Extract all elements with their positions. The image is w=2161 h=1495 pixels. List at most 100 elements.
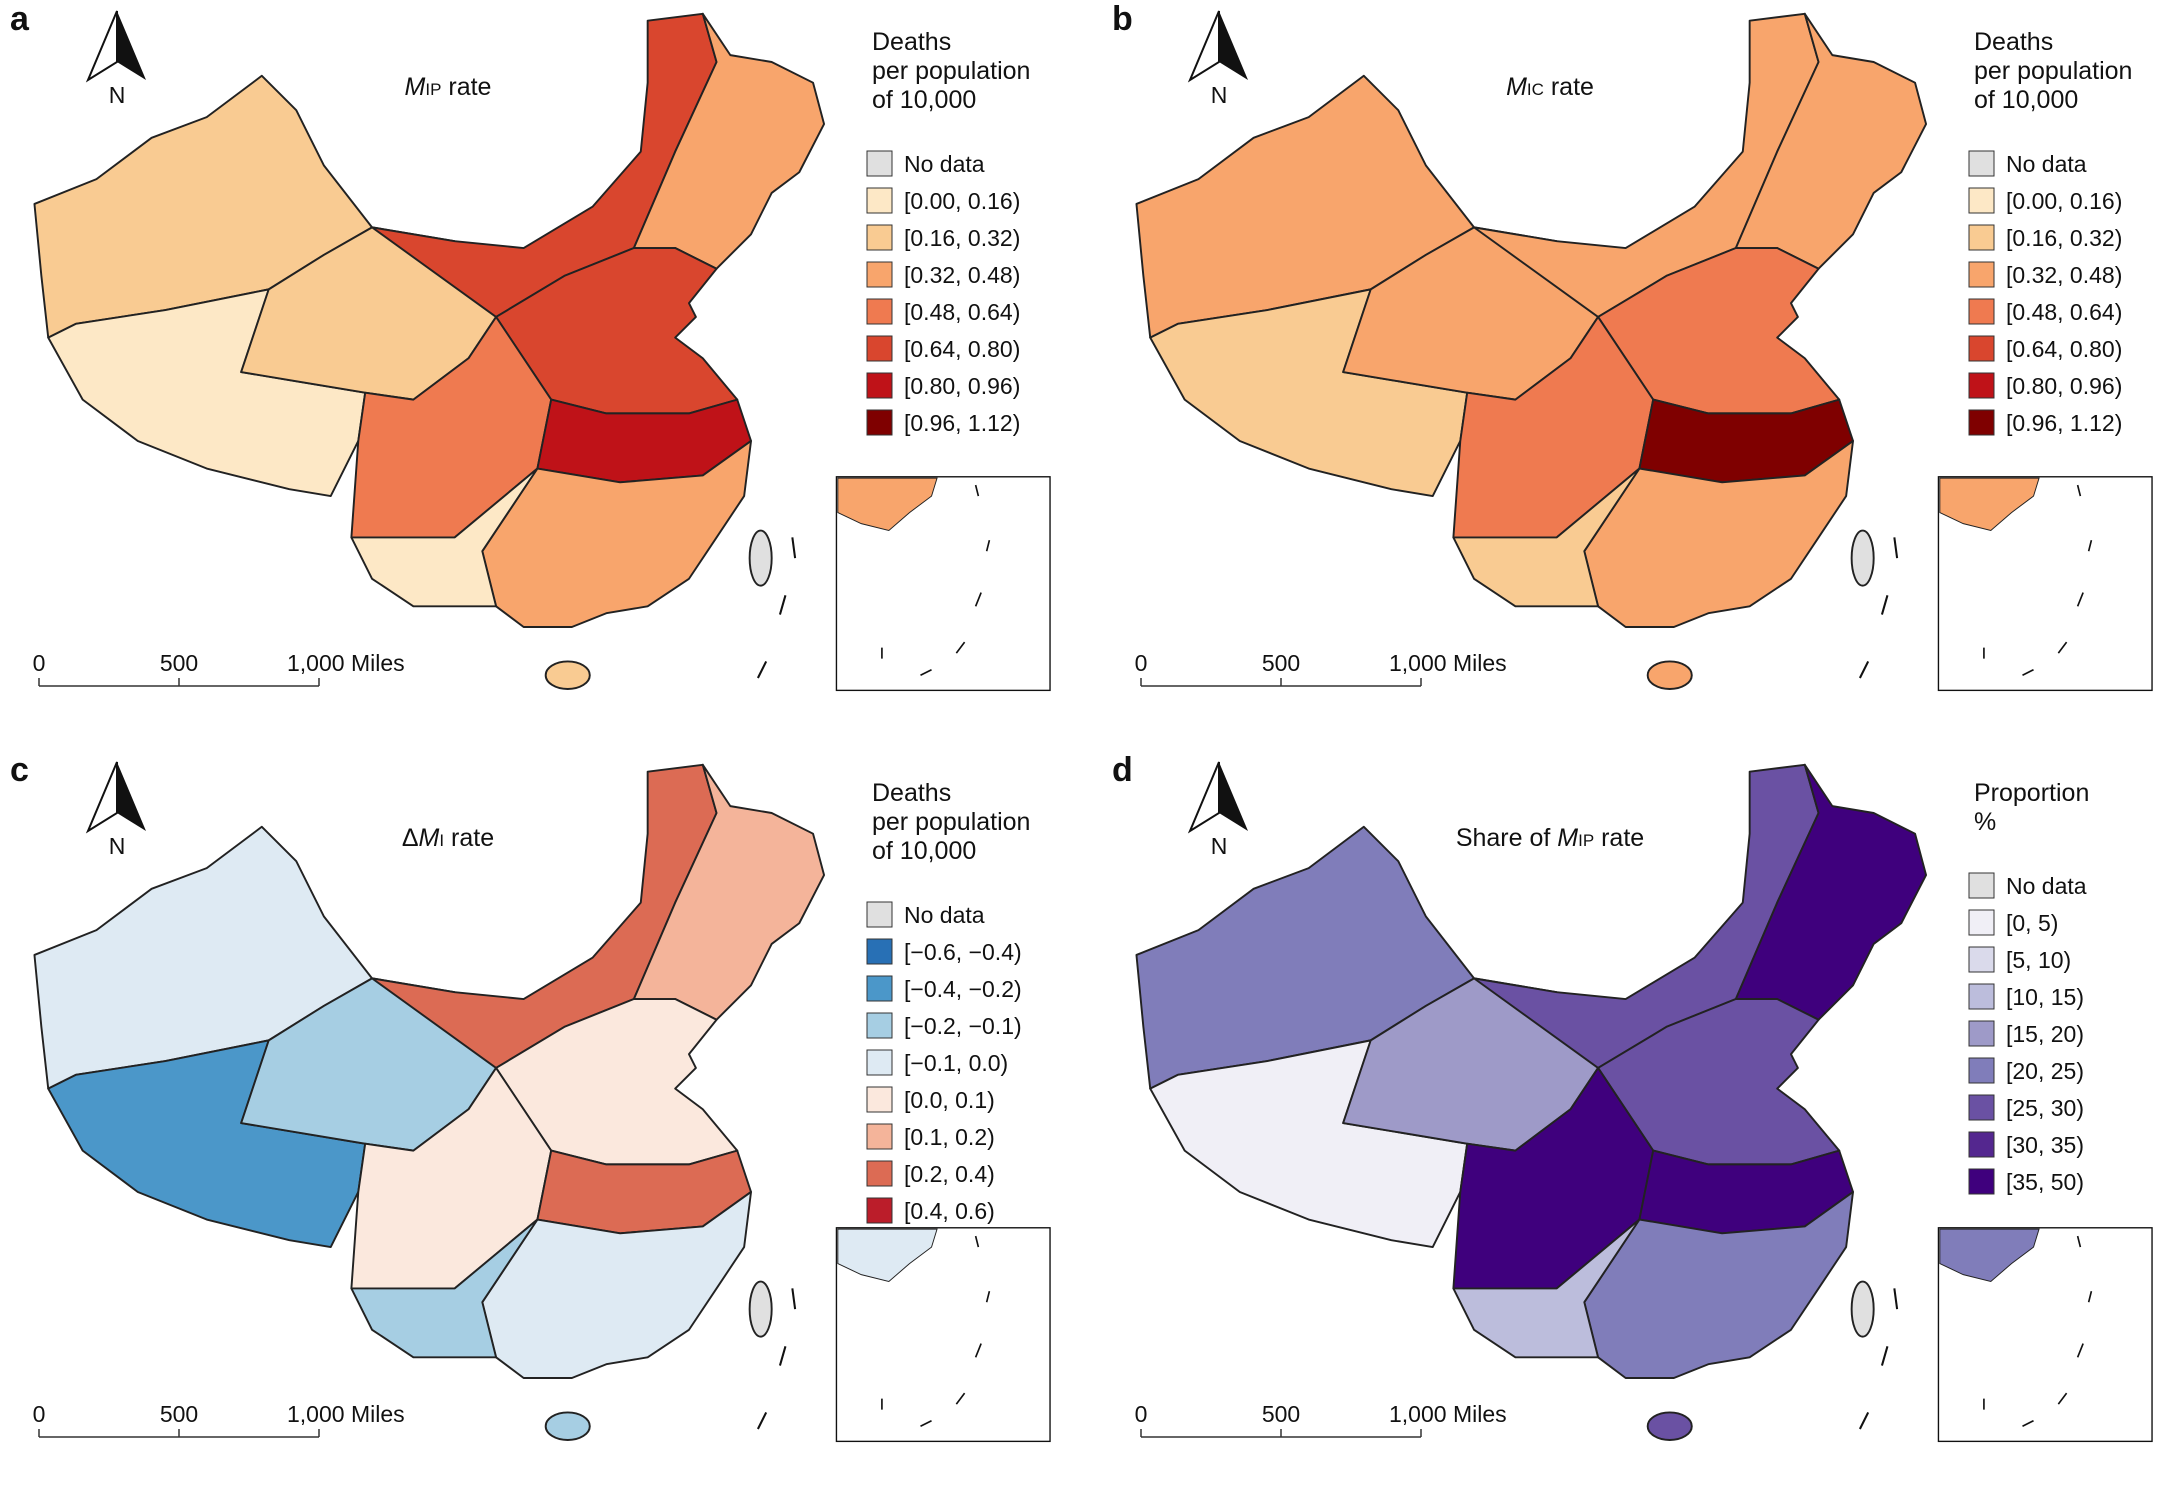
legend-label: [0.00, 0.16) xyxy=(904,188,1020,214)
title-italic: M xyxy=(419,824,440,852)
legend-swatch xyxy=(866,1012,893,1039)
scale-label: 1,000 Miles xyxy=(287,650,405,676)
legend-label: [0.0, 0.1) xyxy=(904,1087,995,1113)
legend-label: [0.96, 1.12) xyxy=(2006,410,2122,436)
legend-label: [0.1, 0.2) xyxy=(904,1124,995,1150)
legend-swatch xyxy=(866,187,893,214)
legend-swatch xyxy=(866,1049,893,1076)
map xyxy=(1135,763,2153,1443)
legend-swatch xyxy=(866,938,893,965)
legend-swatch xyxy=(1968,1168,1995,1195)
title-suffix: rate xyxy=(1594,824,1644,852)
legend-label: [15, 20) xyxy=(2006,1021,2084,1047)
legend-swatch xyxy=(1968,946,1995,973)
map xyxy=(33,12,1051,692)
legend-swatch xyxy=(1968,224,1995,251)
panel: d N Share of MIP rate Proportion% No data [0,… xyxy=(1112,751,2153,1443)
province xyxy=(1583,1190,1854,1379)
legend-label: [0.80, 0.96) xyxy=(904,373,1020,399)
legend-swatch xyxy=(866,409,893,436)
legend-title: Deaths xyxy=(872,28,951,56)
legend-swatch xyxy=(866,1160,893,1187)
legend-label: [0.00, 0.16) xyxy=(2006,188,2122,214)
province xyxy=(632,763,826,1021)
legend-label: [10, 15) xyxy=(2006,984,2084,1010)
title-italic: M xyxy=(1506,73,1527,101)
legend-swatch xyxy=(866,298,893,325)
scale-label: 1,000 Miles xyxy=(1389,650,1507,676)
panel-letter: a xyxy=(10,0,30,38)
title-italic: M xyxy=(405,73,426,101)
inset-land xyxy=(837,477,938,532)
inset-land xyxy=(1939,477,2040,532)
scale-label: 0 xyxy=(1135,650,1148,676)
scale-label: 500 xyxy=(1262,1401,1300,1427)
legend-swatch xyxy=(1968,1020,1995,1047)
title-sub: IP xyxy=(425,80,441,99)
sea-line xyxy=(1858,537,1899,679)
legend-label: No data xyxy=(904,151,985,177)
legend-swatch xyxy=(866,335,893,362)
legend-swatch xyxy=(1968,409,1995,436)
map-title: MIC rate xyxy=(1506,73,1594,101)
legend-label: [0.64, 0.80) xyxy=(904,336,1020,362)
legend-label: [5, 10) xyxy=(2006,947,2071,973)
taiwan xyxy=(748,529,773,587)
scale-label: 0 xyxy=(1135,1401,1148,1427)
legend-swatch xyxy=(866,372,893,399)
legend-swatch xyxy=(866,1123,893,1150)
legend-swatch xyxy=(1968,298,1995,325)
legend-label: [0.4, 0.6) xyxy=(904,1198,995,1224)
legend-label: No data xyxy=(904,902,985,928)
map-title: Share of MIP rate xyxy=(1456,824,1644,852)
legend-swatch xyxy=(1968,150,1995,177)
scale-label: 500 xyxy=(1262,650,1300,676)
legend-label: [−0.2, −0.1) xyxy=(904,1013,1022,1039)
taiwan xyxy=(748,1280,773,1338)
map-title: ΔMI rate xyxy=(402,824,494,852)
inset-land xyxy=(837,1228,938,1283)
north-arrow-dark xyxy=(1219,11,1248,80)
hainan xyxy=(1646,1411,1693,1441)
legend-label: [0.32, 0.48) xyxy=(2006,262,2122,288)
panel-letter: c xyxy=(10,751,29,789)
legend-swatch xyxy=(866,1086,893,1113)
inset-dashes xyxy=(881,484,991,676)
sea-line xyxy=(1858,1288,1899,1430)
legend-swatch xyxy=(866,150,893,177)
legend-title: Proportion xyxy=(1974,779,2089,807)
taiwan xyxy=(1850,529,1875,587)
legend-swatch xyxy=(866,975,893,1002)
legend-swatch xyxy=(1968,372,1995,399)
legend-label: [0, 5) xyxy=(2006,910,2058,936)
legend-swatch xyxy=(866,1197,893,1224)
legend-label: [0.16, 0.32) xyxy=(2006,225,2122,251)
legend-title: per population xyxy=(872,808,1030,836)
legend-swatch xyxy=(1968,1094,1995,1121)
north-arrow xyxy=(85,10,118,83)
province xyxy=(1583,439,1854,628)
legend-label: [0.80, 0.96) xyxy=(2006,373,2122,399)
legend-label: [0.16, 0.32) xyxy=(904,225,1020,251)
legend-title: per population xyxy=(872,57,1030,85)
province xyxy=(1734,12,1928,270)
legend-title: Deaths xyxy=(1974,28,2053,56)
hainan xyxy=(544,660,591,690)
inset-land xyxy=(1939,1228,2040,1283)
province xyxy=(632,12,826,270)
sea-line xyxy=(756,537,797,679)
north-arrow-dark xyxy=(117,11,146,80)
north-arrow xyxy=(85,761,118,834)
scale-label: 500 xyxy=(160,1401,198,1427)
sea-line xyxy=(756,1288,797,1430)
legend-swatch xyxy=(1968,983,1995,1010)
title-sub: IC xyxy=(1527,80,1544,99)
title-suffix: rate xyxy=(444,824,494,852)
title-suffix: rate xyxy=(441,73,491,101)
legend-label: [30, 35) xyxy=(2006,1132,2084,1158)
legend-swatch xyxy=(1968,335,1995,362)
scale-label: 1,000 Miles xyxy=(1389,1401,1507,1427)
